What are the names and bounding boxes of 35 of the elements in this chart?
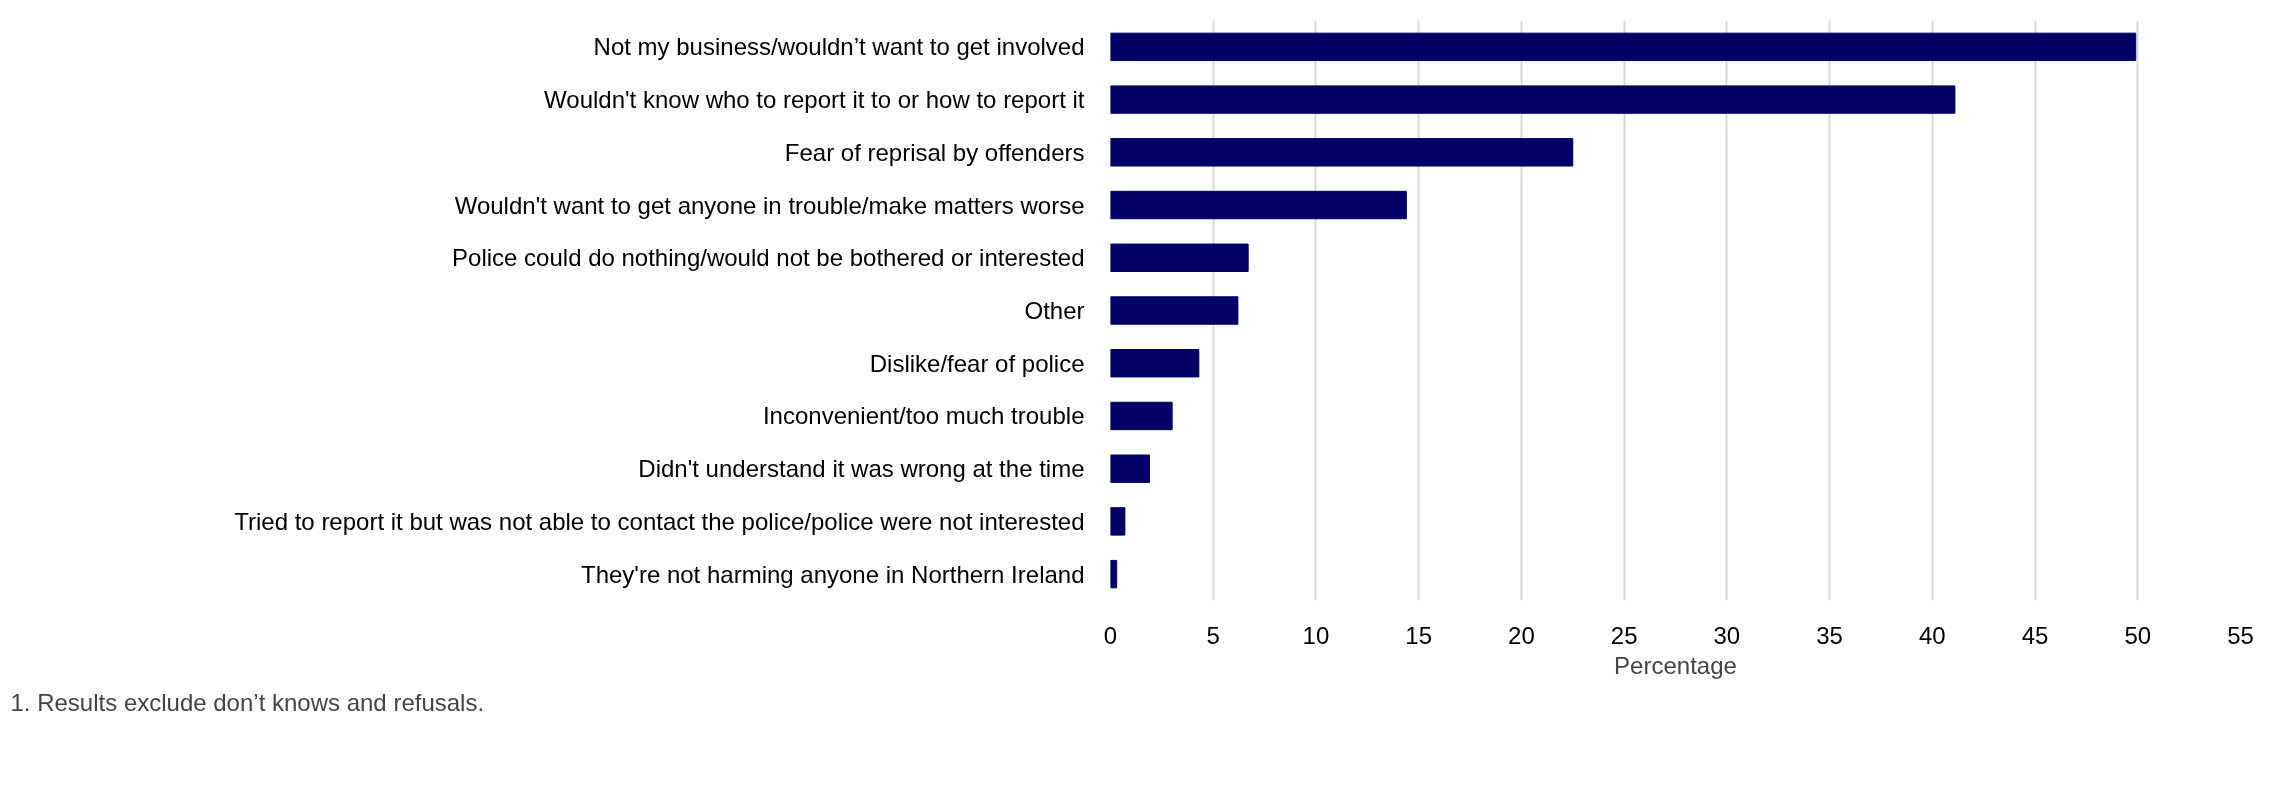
bar bbox=[1110, 349, 1200, 378]
x-tick-label: 0 bbox=[1103, 621, 1118, 649]
bar bbox=[1110, 243, 1249, 272]
bar bbox=[1110, 190, 1407, 220]
x-tick-label: 30 bbox=[1713, 621, 1741, 649]
x-tick-label: 20 bbox=[1508, 621, 1535, 649]
y-tick-label: Fear of reprisal by offenders bbox=[784, 138, 1085, 166]
y-tick-label: Not my business/wouldn’t want to get involved bbox=[593, 33, 1085, 61]
bar bbox=[1110, 32, 2137, 62]
x-tick-label: 25 bbox=[1610, 621, 1638, 649]
x-tick-label: 50 bbox=[2124, 621, 2152, 649]
x-tick-label: 15 bbox=[1405, 621, 1433, 649]
bar bbox=[1110, 454, 1151, 483]
bar bbox=[1110, 138, 1574, 167]
x-tick-label: 45 bbox=[2021, 621, 2049, 649]
bar bbox=[1110, 401, 1173, 431]
bar bbox=[1110, 85, 1956, 114]
x-tick-label: 10 bbox=[1302, 621, 1330, 649]
bar bbox=[1110, 296, 1239, 325]
y-tick-label: Police could do nothing/would not be bothered or interested bbox=[452, 244, 1085, 272]
x-axis-title: Percentage bbox=[1614, 651, 1737, 679]
y-tick-label: Wouldn't want to get anyone in trouble/make matters worse bbox=[454, 191, 1085, 219]
x-tick-label: 35 bbox=[1816, 621, 1843, 649]
x-tick-label: 40 bbox=[1918, 621, 1946, 649]
x-tick-label: 5 bbox=[1206, 621, 1220, 649]
text: 1. Results exclude don’t knows and refusals. bbox=[10, 688, 485, 716]
y-tick-label: Tried to report it but was not able to contact the police/police were not interested bbox=[234, 507, 1085, 535]
y-tick-label: Wouldn't know who to report it to or how to report it bbox=[544, 86, 1085, 114]
y-tick-label: Other bbox=[1024, 297, 1085, 324]
y-tick-label: They're not harming anyone in Northern Ireland bbox=[580, 560, 1085, 588]
bar bbox=[1110, 507, 1126, 536]
y-tick-label: Inconvenient/too much trouble bbox=[762, 402, 1085, 430]
y-tick-label: Didn't understand it was wrong at the time bbox=[638, 455, 1085, 483]
y-tick-label: Dislike/fear of police bbox=[869, 349, 1085, 377]
x-tick-label: 55 bbox=[2227, 621, 2254, 649]
